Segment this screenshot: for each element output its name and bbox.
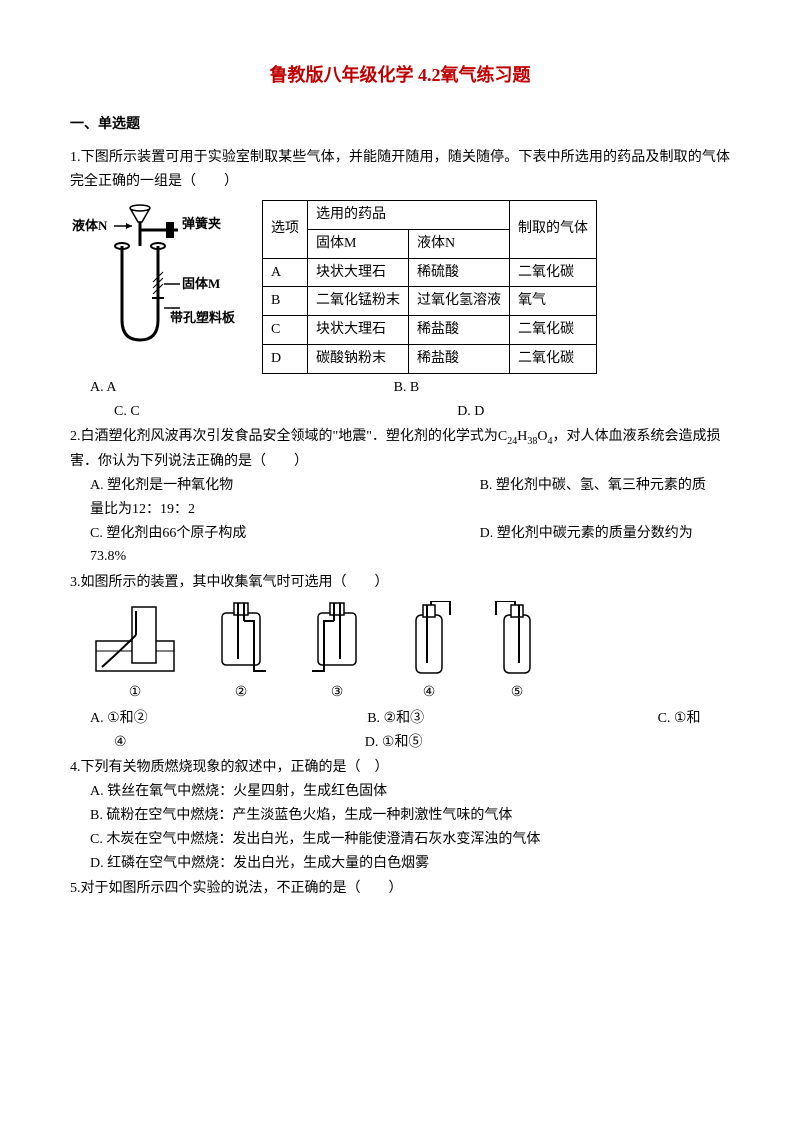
section-heading: 一、单选题	[70, 113, 730, 137]
table-row: A块状大理石稀硫酸二氧化碳	[263, 258, 597, 287]
svg-text:带孔塑料板: 带孔塑料板	[170, 310, 236, 325]
q2-opt-d: D. 塑化剂中碳元素的质量分数约为	[460, 522, 693, 546]
q3-opt-c: C. ①和	[658, 707, 701, 731]
q1-opt-d: D. D	[457, 400, 484, 424]
q4-opt-a: A. 铁丝在氧气中燃烧：火星四射，生成红色固体	[90, 780, 730, 804]
q1-opt-b: B. B	[394, 376, 420, 400]
q3-opt-c-tail: ④	[70, 731, 365, 755]
flask-1-icon	[90, 601, 180, 679]
table-row: B二氧化锰粉末过氧化氢溶液氧气	[263, 287, 597, 316]
q4-opt-b: B. 硫粉在空气中燃烧：产生淡蓝色火焰，生成一种刺激性气味的气体	[90, 804, 730, 828]
q4-opt-c: C. 木炭在空气中燃烧：发出白光，生成一种能使澄清石灰水变浑浊的气体	[90, 828, 730, 852]
col-gas: 制取的气体	[510, 200, 597, 258]
q2-opt-d-tail: 73.8%	[70, 545, 730, 569]
materials-table: 选项 选用的药品 制取的气体 固体M 液体N A块状大理石稀硫酸二氧化碳 B二氧…	[262, 200, 597, 374]
svg-text:弹簧夹: 弹簧夹	[182, 216, 221, 231]
col-option: 选项	[263, 200, 308, 258]
q5-text: 5.对于如图所示四个实验的说法，不正确的是（ ）	[70, 877, 730, 901]
question-2: 2.白酒塑化剂风波再次引发食品安全领域的"地震"．塑化剂的化学式为C24H38O…	[70, 425, 730, 569]
q2-opt-b: B. 塑化剂中碳、氢、氧三种元素的质	[460, 474, 706, 498]
q4-text: 4.下列有关物质燃烧现象的叙述中，正确的是（ ）	[70, 756, 730, 780]
q1-options-ab: A. A B. B	[70, 376, 730, 400]
flask-3-icon	[302, 601, 372, 679]
question-4: 4.下列有关物质燃烧现象的叙述中，正确的是（ ） A. 铁丝在氧气中燃烧：火星四…	[70, 756, 730, 875]
flask-diagrams: ① ② ③	[70, 595, 730, 707]
q3-options: A. ①和② B. ②和③ C. ①和 ④ D. ①和⑤	[70, 707, 730, 755]
page-title: 鲁教版八年级化学 4.2氧气练习题	[70, 60, 730, 91]
table-row: C块状大理石稀盐酸二氧化碳	[263, 316, 597, 345]
table-row: 选项 选用的药品 制取的气体	[263, 200, 597, 229]
question-3: 3.如图所示的装置，其中收集氧气时可选用（ ） ① ②	[70, 571, 730, 754]
flask-2-icon	[206, 601, 276, 679]
q1-opt-a: A. A	[70, 376, 394, 400]
apparatus-diagram: 液体N 弹簧夹 固体M 带孔塑料板	[70, 200, 250, 350]
q1-options-cd: C. C D. D	[70, 400, 730, 424]
q3-text: 3.如图所示的装置，其中收集氧气时可选用（ ）	[70, 571, 730, 595]
q2-opt-b-tail: 量比为12：19：2	[70, 498, 730, 522]
q3-opt-b: B. ②和③	[367, 707, 657, 731]
flask-5-icon	[486, 601, 548, 679]
q2-text: 2.白酒塑化剂风波再次引发食品安全领域的"地震"．塑化剂的化学式为C24H38O…	[70, 429, 721, 469]
q3-opt-d: D. ①和⑤	[365, 731, 423, 755]
col-solid: 固体M	[308, 229, 409, 258]
q2-opt-a: A. 塑化剂是一种氧化物	[70, 474, 460, 498]
col-liquid: 液体N	[409, 229, 510, 258]
question-5: 5.对于如图所示四个实验的说法，不正确的是（ ）	[70, 877, 730, 901]
svg-text:固体M: 固体M	[182, 276, 220, 291]
q1-text: 1.下图所示装置可用于实验室制取某些气体，并能随开随用，随关随停。下表中所选用的…	[70, 146, 730, 194]
col-drug: 选用的药品	[308, 200, 510, 229]
question-1: 1.下图所示装置可用于实验室制取某些气体，并能随开随用，随关随停。下表中所选用的…	[70, 146, 730, 423]
q1-opt-c: C. C	[70, 400, 457, 424]
table-row: D碳酸钠粉末稀盐酸二氧化碳	[263, 344, 597, 373]
q3-opt-a: A. ①和②	[70, 707, 367, 731]
flask-4-icon	[398, 601, 460, 679]
q2-opt-c: C. 塑化剂由66个原子构成	[70, 522, 460, 546]
svg-text:液体N: 液体N	[72, 218, 108, 233]
q4-opt-d: D. 红磷在空气中燃烧：发出白光，生成大量的白色烟雾	[90, 852, 730, 876]
